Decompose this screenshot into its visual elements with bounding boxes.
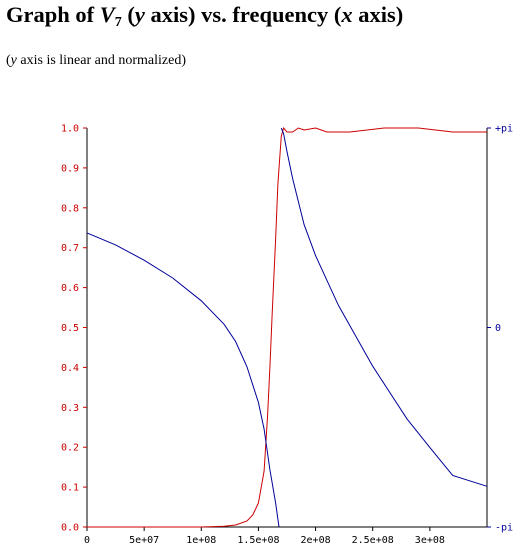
title-prefix: Graph of [6, 2, 100, 27]
subtitle-text: axis is linear and normalized) [16, 53, 186, 68]
x-tick-label: 3e+08 [415, 535, 445, 546]
y-tick-label: 0.2 [61, 443, 79, 454]
y-tick-label: 0.6 [61, 283, 79, 294]
y2-tick-label: 0 [495, 323, 501, 334]
y2-tick-label: +pi [495, 124, 513, 135]
x-tick-label: 1e+08 [186, 535, 216, 546]
title-y-symbol: y [134, 2, 145, 27]
y-tick-label: 1.0 [61, 124, 79, 135]
chart-title: Graph of V7 (y axis) vs. frequency (x ax… [6, 2, 404, 30]
chart-subtitle: (y axis is linear and normalized) [6, 53, 186, 68]
series-line-phase [86, 232, 280, 527]
title-variable: V [99, 2, 115, 27]
x-tick-label: 5e+07 [129, 535, 159, 546]
subtitle-variable: y [10, 53, 17, 68]
x-tick-label: 0 [84, 535, 90, 546]
x-tick-label: 2e+08 [301, 535, 331, 546]
y2-tick-label: -pi [495, 523, 513, 534]
title-subscript: 7 [114, 15, 122, 30]
x-tick-label: 1.5e+08 [237, 535, 279, 546]
y-tick-label: 0.0 [61, 523, 79, 534]
series-line-magnitude [87, 126, 487, 528]
y-tick-label: 0.9 [61, 163, 79, 174]
y-tick-label: 0.5 [61, 323, 79, 334]
title-tail: axis) [352, 2, 404, 27]
y-tick-label: 0.7 [61, 243, 79, 254]
x-tick-label: 2.5e+08 [352, 535, 394, 546]
title-x-symbol: x [341, 2, 353, 27]
series-line-phase [280, 127, 488, 487]
y-tick-label: 0.8 [61, 203, 79, 214]
y-tick-label: 0.3 [61, 403, 79, 414]
y-tick-label: 0.1 [61, 483, 79, 494]
title-middle: axis) vs. frequency ( [144, 2, 342, 27]
y-tick-label: 0.4 [61, 363, 79, 374]
